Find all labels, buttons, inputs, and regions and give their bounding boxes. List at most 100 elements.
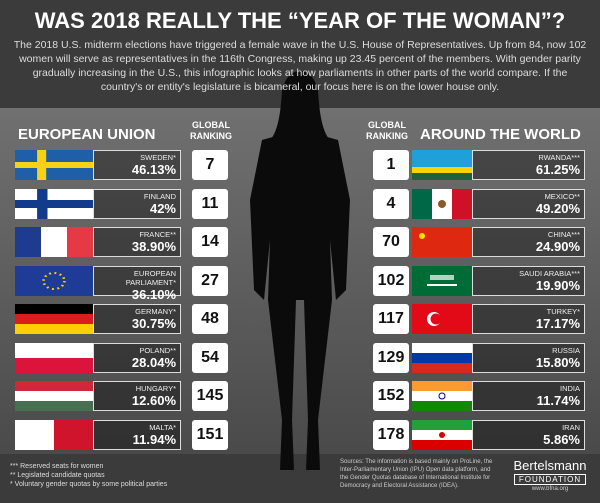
entity-name: INDIA [559, 384, 580, 393]
ranking-heading: GLOBAL RANKING [190, 120, 232, 141]
logo-url: www.bfna.org [531, 486, 569, 492]
flag-image [412, 188, 472, 219]
share: 11.94% [132, 431, 176, 447]
share: 15.80% [535, 354, 580, 370]
flag-image [412, 265, 472, 296]
share: 17.17% [535, 316, 580, 331]
title: WAS 2018 REALLY THE “YEAR OF THE WOMAN”? [34, 8, 566, 33]
flag-image [412, 227, 472, 257]
logo: Bertelsmann FOUNDATION www.bfna.org [508, 458, 592, 492]
rank: 152 [373, 381, 409, 411]
share: 61.25% [535, 162, 580, 177]
flag [15, 227, 93, 257]
entity-name: HUNGARY* [135, 384, 176, 393]
label-box: SWEDEN* 46.13% [93, 150, 181, 180]
rank: 117 [373, 304, 409, 334]
flag [15, 265, 93, 296]
flag [412, 419, 472, 450]
flag [412, 227, 472, 257]
flag-image [15, 342, 93, 373]
entity-name: RWANDA*** [538, 153, 580, 162]
rank: 11 [192, 188, 228, 219]
rank: 70 [373, 227, 409, 257]
rank: 178 [373, 419, 409, 450]
share: 30.75% [131, 316, 176, 331]
entity-name: SAUDI ARABIA*** [519, 268, 580, 278]
rank: 4 [373, 188, 409, 219]
entity-name: SWEDEN* [140, 153, 176, 162]
label-box: EUROPEAN PARLIAMENT* 36.10% [93, 265, 181, 302]
entity-name: FINLAND [143, 191, 176, 201]
entity-name: GERMANY* [135, 307, 176, 316]
footnote: *** Reserved seats for women [10, 463, 104, 470]
section-heading: EUROPEAN UNION [18, 126, 156, 143]
ranking-heading: GLOBAL RANKING [366, 120, 408, 141]
entity-name: FRANCE** [139, 230, 176, 239]
share: 12.60% [131, 393, 176, 408]
share: 46.13% [131, 162, 176, 177]
entity-name: POLAND** [139, 345, 176, 355]
sources: Sources: The information is based mainly… [340, 459, 493, 489]
label-box: GERMANY* 30.75% [93, 304, 181, 334]
share: 36.10% [131, 286, 176, 302]
flag [412, 188, 472, 219]
rank: 1 [373, 150, 409, 180]
footnote: ** Legislated candidate quotas [10, 472, 105, 479]
share: 42% [149, 200, 176, 216]
entity-name: IRAN [562, 422, 580, 432]
flag-image [15, 265, 93, 296]
logo-name: Bertelsmann [513, 458, 587, 473]
label-box: CHINA*** 24.90% [472, 227, 585, 257]
flag-image [412, 304, 472, 334]
flag-image [15, 419, 93, 450]
label-box: RWANDA*** 61.25% [472, 150, 585, 180]
label-box: INDIA 11.74% [472, 381, 585, 411]
rank: 14 [192, 227, 228, 257]
flag [15, 381, 93, 411]
flag-image [15, 227, 93, 257]
rank: 54 [192, 342, 228, 373]
rank: 151 [192, 419, 228, 450]
share: 28.04% [131, 354, 176, 370]
flag [412, 150, 472, 180]
entity-name: TURKEY* [546, 307, 580, 316]
share: 38.90% [131, 239, 176, 254]
rank: 145 [192, 381, 228, 411]
flag-image [412, 419, 472, 450]
footnote: * Voluntary gender quotas by some politi… [10, 481, 168, 488]
share: 5.86% [543, 431, 580, 447]
label-box: RUSSIA 15.80% [472, 342, 585, 373]
section-heading: AROUND THE WORLD [420, 126, 581, 143]
rank: 27 [192, 265, 228, 296]
logo-sub: FOUNDATION [514, 474, 586, 485]
entity-name: MEXICO** [544, 191, 580, 201]
entity-name: EUROPEAN PARLIAMENT* [125, 268, 176, 287]
rank: 48 [192, 304, 228, 334]
flag-image [15, 188, 93, 219]
label-box: FRANCE** 38.90% [93, 227, 181, 257]
entity-name: CHINA*** [547, 230, 580, 239]
share: 19.90% [535, 277, 580, 293]
flag [15, 304, 93, 334]
label-box: SAUDI ARABIA*** 19.90% [472, 265, 585, 296]
footnotes: *** Reserved seats for women ** Legislat… [10, 462, 167, 489]
share: 24.90% [535, 239, 580, 254]
label-box: TURKEY* 17.17% [472, 304, 585, 334]
label-box: IRAN 5.86% [472, 419, 585, 450]
flag [412, 265, 472, 296]
rank: 129 [373, 342, 409, 373]
rank: 7 [192, 150, 228, 180]
flag-image [412, 342, 472, 373]
flag [15, 188, 93, 219]
share: 11.74% [536, 393, 580, 408]
label-box: MEXICO** 49.20% [472, 188, 585, 219]
flag-image [15, 150, 93, 180]
label-box: HUNGARY* 12.60% [93, 381, 181, 411]
entity-name: RUSSIA [552, 345, 580, 355]
entity-name: MALTA* [149, 422, 176, 432]
flag [412, 304, 472, 334]
flag-image [15, 304, 93, 334]
flag-image [412, 381, 472, 411]
label-box: POLAND** 28.04% [93, 342, 181, 373]
